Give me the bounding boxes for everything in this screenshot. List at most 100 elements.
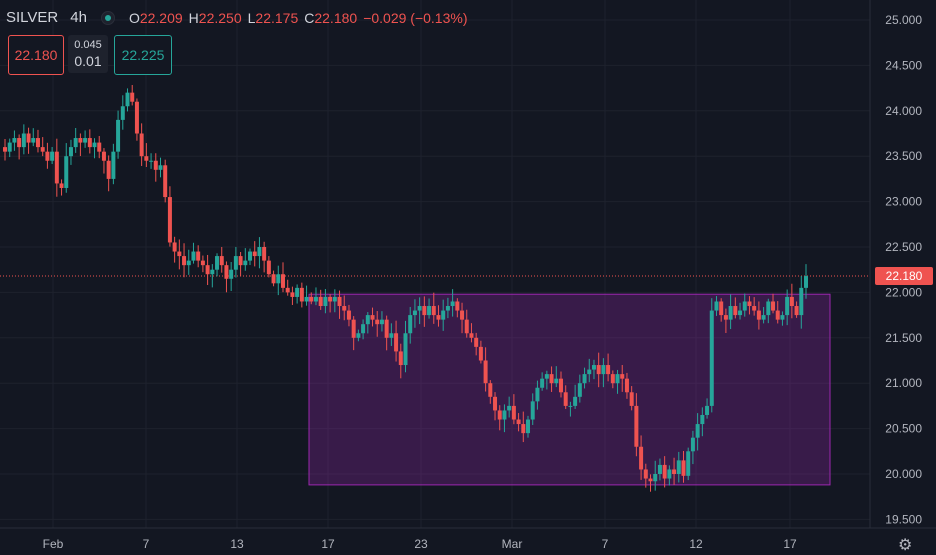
candle-body [667, 469, 672, 479]
candle-body [379, 319, 384, 325]
time-axis[interactable]: Feb 7 13 17 23 Mar 7 12 17 [43, 537, 797, 551]
candle-body [130, 92, 135, 102]
low-value: 22.175 [255, 9, 299, 26]
candle-body [488, 383, 493, 397]
candle-body [215, 256, 220, 270]
candle-body [342, 306, 347, 311]
candle-body [45, 151, 50, 161]
spread-value: 0.045 [74, 39, 102, 51]
buy-button[interactable]: 22.225 [114, 35, 172, 75]
candle-body [601, 365, 606, 375]
candle-body [615, 374, 620, 384]
candle-body [266, 260, 271, 275]
candle-body [558, 378, 563, 393]
candle-body [789, 296, 794, 307]
open-value: 22.209 [139, 9, 183, 26]
candle-body [441, 310, 446, 320]
candle-body [705, 405, 710, 415]
symbol-name[interactable]: SILVER [6, 9, 59, 26]
candle-body [158, 165, 163, 170]
last-price-label: 22.180 [875, 267, 933, 285]
candle-body [280, 274, 285, 288]
timeframe[interactable]: 4h [70, 9, 87, 26]
candle-body [365, 315, 370, 325]
candle-body [78, 138, 83, 143]
candle-body [3, 147, 7, 152]
candle-body [40, 147, 45, 152]
candle-body [643, 469, 648, 479]
spread-box: 0.045 0.01 [68, 35, 108, 73]
candle-body [186, 260, 191, 266]
candle-body [35, 138, 40, 148]
candle-body [248, 251, 253, 261]
candle-body [672, 469, 677, 474]
settings-icon[interactable]: ⚙ [898, 537, 913, 554]
candle-body [455, 301, 460, 311]
candle-body [31, 138, 36, 143]
candle-body [219, 256, 224, 266]
candle-body [120, 106, 125, 120]
candle-body [299, 287, 304, 302]
candle-body [540, 378, 545, 388]
candle-body [657, 464, 662, 474]
candle-body [149, 160, 154, 162]
candle-body [200, 260, 205, 266]
candle-body [262, 247, 267, 261]
candle-body [408, 315, 413, 334]
candle-body [398, 351, 403, 366]
candle-body [238, 256, 243, 266]
candle-body [478, 346, 483, 361]
symbol-header: SILVER 4h O 22.209 H 22.250 L 22.175 C 22.18… [6, 9, 473, 26]
candle-body [17, 138, 22, 148]
y-tick-label: 23.000 [885, 195, 922, 209]
candle-body [497, 410, 502, 420]
candle-body [530, 401, 535, 420]
candle-body [521, 424, 526, 434]
quantity-value[interactable]: 0.01 [74, 53, 102, 69]
x-tick-label: Feb [43, 537, 64, 551]
candle-body [511, 405, 516, 420]
candle-body [676, 460, 681, 474]
x-tick-label: Mar [502, 537, 523, 551]
candle-body [101, 151, 106, 161]
candle-body [257, 247, 262, 257]
candle-body [728, 306, 733, 320]
candle-body [554, 378, 559, 384]
candle-body [634, 405, 639, 447]
candle-body [403, 333, 408, 366]
candle-body [309, 296, 314, 302]
candle-body [714, 301, 719, 311]
candle-body [526, 419, 531, 434]
candle-body [582, 374, 587, 384]
candles[interactable] [3, 85, 808, 492]
candle-body [233, 256, 238, 270]
candle-body [87, 138, 92, 148]
candle-body [799, 287, 804, 316]
candle-body [304, 296, 309, 302]
candle-body [464, 319, 469, 334]
candle-body [182, 256, 187, 266]
y-tick-label: 21.000 [885, 376, 922, 390]
candle-body [210, 269, 215, 275]
candle-body [361, 324, 366, 334]
candle-body [337, 296, 342, 307]
price-axis[interactable]: 19.500 20.000 20.500 21.000 21.500 22.000 22.5… [885, 13, 922, 526]
candle-body [709, 310, 714, 406]
candle-body [591, 365, 596, 370]
candle-body [686, 451, 691, 476]
candle-body [450, 301, 455, 307]
candle-body [785, 296, 790, 316]
candle-body [761, 315, 766, 320]
candle-body [493, 396, 498, 411]
candle-body [516, 419, 521, 425]
sell-button[interactable]: 22.180 [8, 35, 64, 75]
candle-body [417, 306, 422, 311]
candle-body [346, 310, 351, 320]
y-tick-label: 22.000 [885, 285, 922, 299]
candle-body [196, 251, 201, 261]
x-tick-label: 13 [230, 537, 244, 551]
y-tick-label: 23.500 [885, 149, 922, 163]
candle-body [742, 301, 747, 311]
candle-body [483, 360, 488, 384]
